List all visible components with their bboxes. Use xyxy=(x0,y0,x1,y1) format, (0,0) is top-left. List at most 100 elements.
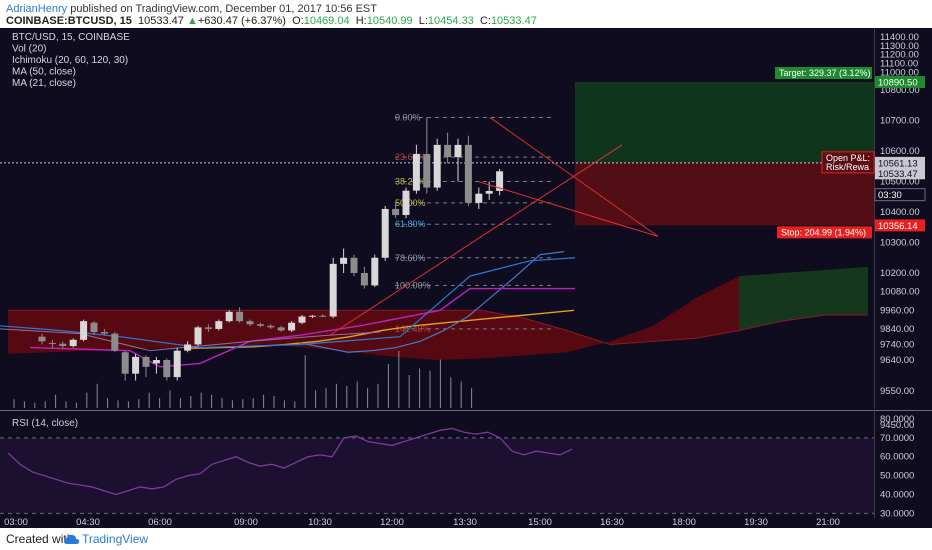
high-value: 10540.99 xyxy=(366,15,413,27)
fib-level-label: 38.20% xyxy=(395,177,426,187)
price-tag-bg xyxy=(875,219,925,232)
tradingview-brand[interactable]: TradingView xyxy=(82,532,149,546)
time-tick-label: 16:30 xyxy=(600,517,624,528)
volume-bar xyxy=(179,398,181,408)
price-tag-bg xyxy=(875,76,925,89)
candle-body xyxy=(277,327,285,331)
price-tick-label: 10080.00 xyxy=(880,287,920,298)
candle-body xyxy=(38,336,46,342)
cloud-bearish xyxy=(8,276,739,360)
candle-body xyxy=(194,327,202,345)
footer: Created with TradingView xyxy=(0,528,932,550)
candle-body xyxy=(215,321,223,329)
position-target-zone xyxy=(575,82,874,163)
publish-text: published on TradingView.com, December 0… xyxy=(70,3,377,15)
time-tick-label: 03:00 xyxy=(4,517,28,528)
volume-bar xyxy=(96,383,98,408)
target-label-bg xyxy=(775,67,872,80)
volume-bar xyxy=(138,399,140,408)
volume-bar xyxy=(429,370,431,408)
price-axis-bg xyxy=(874,28,932,518)
ichimoku-cloud-layer xyxy=(8,266,868,360)
time-tick-label: 19:30 xyxy=(744,517,768,528)
price-tick-label: 11200.00 xyxy=(880,50,919,61)
time-tick-label: 06:00 xyxy=(148,517,172,528)
candle-body xyxy=(433,144,441,188)
rsi-tick-label: 80.0000 xyxy=(880,414,914,425)
candle-body xyxy=(121,352,129,374)
volume-layer xyxy=(13,350,473,408)
rsi-layer xyxy=(0,427,874,514)
candle-body xyxy=(485,190,493,194)
volume-bar xyxy=(315,390,317,408)
price-change: +630.47 (+6.37%) xyxy=(197,15,286,27)
legend-item: MA (21, close) xyxy=(12,78,76,89)
fib-level-label: 141.40% xyxy=(395,324,431,334)
fib-level-label: 61.80% xyxy=(395,219,426,229)
triangle-drawing[interactable] xyxy=(329,117,659,336)
candle-body xyxy=(111,333,119,351)
volume-bar xyxy=(346,386,348,408)
target-label: Target: 329.37 (3.12%) xyxy=(779,68,871,78)
price-chart[interactable]: 0.00% 23.60% 38.20% 50.00% 61.80% 78.60% 100.0… xyxy=(0,28,932,528)
fib-level-label: 23.60% xyxy=(395,152,426,162)
volume-bar xyxy=(44,401,46,408)
candle-body xyxy=(69,339,77,347)
high-label: H: xyxy=(355,15,367,27)
volume-bar xyxy=(13,399,15,408)
volume-bar xyxy=(450,377,452,408)
author-link[interactable]: AdrianHenry xyxy=(6,3,68,15)
low-value: 10454.33 xyxy=(427,15,474,27)
rsi-tick-label: 30.0000 xyxy=(880,508,914,519)
price-tag-bg xyxy=(875,156,925,169)
price-tick-label: 10600.00 xyxy=(880,146,920,157)
close-value: 10533.47 xyxy=(490,15,537,27)
candle-body xyxy=(256,324,264,326)
time-tick-label: 10:30 xyxy=(308,517,332,528)
candle-body xyxy=(402,190,410,216)
price-tick-label: 11300.00 xyxy=(880,41,919,52)
volume-bar xyxy=(387,364,389,408)
ma21-line xyxy=(299,251,565,353)
candle-body xyxy=(381,208,389,258)
candle-body xyxy=(173,350,181,378)
time-tick-label: 12:00 xyxy=(380,517,404,528)
price-tick-label: 10500.00 xyxy=(880,177,920,188)
candle-body xyxy=(454,144,462,158)
candle-body xyxy=(90,322,98,333)
volume-bar xyxy=(273,395,275,408)
volume-bar xyxy=(419,368,421,408)
price-tick-label: 9550.00 xyxy=(880,386,914,397)
pl-box-bg xyxy=(821,151,875,174)
up-arrow-icon: ▲ xyxy=(186,15,198,27)
price-tick-label: 11100.00 xyxy=(880,59,918,70)
volume-bar xyxy=(148,392,150,408)
rsi-tick-label: 60.0000 xyxy=(880,452,914,463)
close-label: C: xyxy=(479,15,491,27)
time-tick-label: 09:00 xyxy=(234,517,258,528)
fib-level-label: 0.00% xyxy=(395,112,421,122)
volume-bar xyxy=(107,398,109,408)
volume-bar xyxy=(252,398,254,408)
symbol-label: COINBASE:BTCUSD, 15 xyxy=(6,15,132,27)
volume-bar xyxy=(221,398,223,408)
volume-bar xyxy=(471,388,473,408)
low-label: L: xyxy=(418,15,428,27)
candle-body xyxy=(319,315,327,317)
ma50-line xyxy=(189,309,575,350)
price-tick-label: 10300.00 xyxy=(880,238,920,249)
volume-bar xyxy=(211,394,213,408)
price-tick-label: 10800.00 xyxy=(880,85,920,96)
price-tick-label: 10400.00 xyxy=(880,207,920,218)
candles-layer xyxy=(38,117,504,381)
publish-line: AdrianHenry published on TradingView.com… xyxy=(6,3,377,15)
volume-bar xyxy=(159,398,161,408)
fib-retracement[interactable]: 0.00% 23.60% 38.20% 50.00% 61.80% 78.60% 100.0… xyxy=(395,112,552,334)
volume-bar xyxy=(23,401,25,408)
stop-label-bg xyxy=(777,226,872,239)
volume-bar xyxy=(200,392,202,408)
price-tick-label: 9640.00 xyxy=(880,355,914,366)
chikou-line xyxy=(0,328,381,352)
price-tag-label: 03:30 xyxy=(878,190,902,201)
